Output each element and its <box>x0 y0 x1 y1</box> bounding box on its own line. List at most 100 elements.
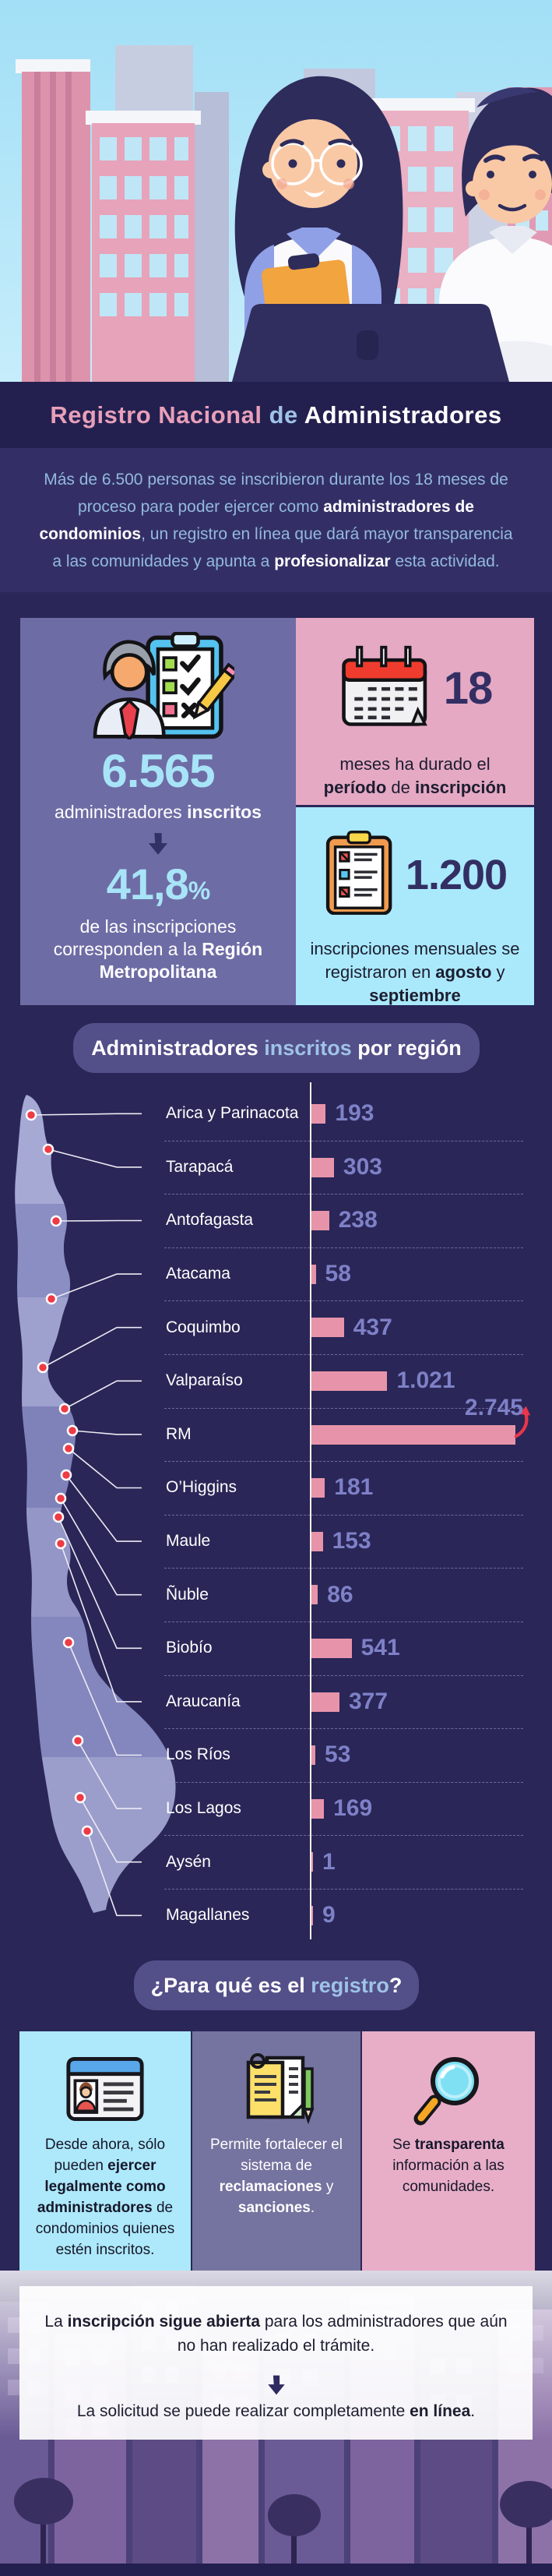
region-map-dot <box>52 1511 65 1523</box>
region-bar <box>311 1318 344 1338</box>
region-connector-line <box>68 1642 142 1756</box>
region-label: Los Ríos <box>166 1745 230 1764</box>
region-map-dot <box>62 1636 75 1649</box>
metropolitan-percent: 41,8% <box>106 859 210 909</box>
purpose-title: ¿Para qué es el registro? <box>150 1973 403 1997</box>
row-separator <box>164 1300 523 1302</box>
purpose-card-claims: Permite fortalecer el sistema de reclama… <box>192 2031 360 2271</box>
regions-bar-chart: Arica y Parinacota 193 Tarapacá 303 Antofaga… <box>0 1082 552 1946</box>
chile-map <box>15 1095 176 1917</box>
chart-row: Antofagasta 238 <box>0 1194 552 1247</box>
region-bar <box>311 1906 313 1925</box>
metropolitan-percent-label: de las inscripciones corresponden a la R… <box>53 916 263 982</box>
months-stat-card: 18 meses ha durado el período de inscrip… <box>296 618 534 805</box>
registered-label: administradores inscritos <box>54 802 262 822</box>
registered-count: 6.565 <box>101 745 215 797</box>
row-separator <box>164 1140 523 1142</box>
row-separator <box>164 1407 523 1409</box>
purpose-card-text: Desde ahora, sólo pueden ejercer legalme… <box>35 2137 175 2258</box>
region-map-dot <box>50 1215 62 1227</box>
row-separator <box>164 1781 523 1783</box>
chart-axis <box>310 1082 311 1939</box>
region-connector-line <box>60 1498 142 1596</box>
id-card-icon <box>19 2052 191 2126</box>
chart-title: Administradores inscritos por región <box>91 1036 462 1060</box>
region-bar <box>311 1531 323 1551</box>
region-bar <box>311 1745 316 1766</box>
calendar-icon <box>338 644 434 732</box>
region-connector-line <box>42 1326 142 1368</box>
region-value: 9 <box>322 1902 336 1928</box>
region-connector-line <box>86 1830 142 1917</box>
chart-row: Coquimbo 437 <box>0 1300 552 1354</box>
chart-row: Aysén 1 <box>0 1835 552 1889</box>
region-map-dot <box>81 1825 93 1837</box>
row-separator <box>164 1568 523 1569</box>
region-connector-line <box>65 1474 142 1542</box>
region-map-dot <box>54 1537 67 1550</box>
region-value: 53 <box>325 1741 351 1768</box>
region-value: 377 <box>348 1688 389 1714</box>
region-bar <box>311 1424 515 1445</box>
row-separator <box>164 1889 523 1890</box>
region-label: O’Higgins <box>166 1478 237 1497</box>
region-connector-line <box>51 1273 142 1300</box>
rm-highlight-arrow-icon <box>514 1406 531 1438</box>
region-map-dot <box>42 1143 54 1156</box>
region-label: Biobío <box>166 1639 213 1657</box>
chart-row: Biobío 541 <box>0 1621 552 1675</box>
row-separator <box>164 1247 523 1248</box>
chart-row: Arica y Parinacota 193 <box>0 1087 552 1141</box>
chart-row: Tarapacá 303 <box>0 1140 552 1194</box>
region-label: Araucanía <box>166 1692 241 1710</box>
region-bar <box>311 1585 318 1605</box>
region-label: Magallanes <box>166 1906 250 1925</box>
region-value: 153 <box>332 1528 371 1554</box>
purpose-card-transparency: Se transparenta información a las comuni… <box>362 2031 535 2271</box>
monthly-stat-card: 1.200 inscripciones mensuales se registr… <box>296 807 534 1005</box>
region-label: Antofagasta <box>166 1211 254 1230</box>
region-map-dot <box>37 1361 49 1374</box>
region-label: Valparaíso <box>166 1371 243 1390</box>
region-label: Coquimbo <box>166 1318 241 1336</box>
region-label: Atacama <box>166 1265 230 1283</box>
region-map-dot <box>66 1424 79 1437</box>
row-separator <box>164 1674 523 1676</box>
down-arrow-icon <box>148 833 168 855</box>
region-connector-line <box>30 1113 142 1116</box>
footer-notice: La inscripción sigue abierta para los ad… <box>19 2286 533 2440</box>
chart-row: RM 2.745 <box>0 1395 552 1462</box>
region-bar <box>311 1692 339 1712</box>
region-value: 2.745 <box>464 1394 523 1420</box>
region-label: Ñuble <box>166 1585 209 1604</box>
region-map-dot <box>60 1469 72 1481</box>
region-bar <box>311 1852 313 1872</box>
region-value: 238 <box>338 1207 378 1233</box>
chart-rows: Arica y Parinacota 193 Tarapacá 303 Antofaga… <box>0 1087 552 1946</box>
purpose-card-text: Permite fortalecer el sistema de reclama… <box>209 2137 343 2216</box>
row-separator <box>164 1621 523 1622</box>
region-map-dot <box>62 1442 75 1455</box>
purpose-card-legal: Desde ahora, sólo pueden ejercer legalme… <box>19 2031 191 2271</box>
region-map-dot <box>45 1293 58 1305</box>
purpose-title-pill: ¿Para qué es el registro? <box>134 1960 419 2010</box>
chart-row: Maule 153 <box>0 1514 552 1569</box>
region-value: 181 <box>334 1474 374 1501</box>
monthly-count: 1.200 <box>405 851 508 898</box>
chart-row: O’Higgins 181 <box>0 1461 552 1515</box>
region-connector-line <box>68 1448 142 1489</box>
chart-row: Los Lagos 169 <box>0 1781 552 1836</box>
region-connector-line <box>77 1740 142 1809</box>
region-connector-line <box>79 1797 142 1863</box>
region-value: 86 <box>327 1581 353 1607</box>
region-connector-line <box>72 1430 142 1435</box>
city-people-illustration <box>0 0 552 382</box>
purpose-card-text: Se transparenta información a las comuni… <box>392 2137 505 2195</box>
registered-stat-card: 6.565 administradores inscritos 41,8% de… <box>20 618 296 1005</box>
down-arrow-icon <box>267 2375 285 2395</box>
region-map-dot <box>58 1403 71 1415</box>
row-separator <box>164 1354 523 1355</box>
chart-row: Ñuble 86 <box>0 1568 552 1621</box>
notepad-icon <box>192 2052 360 2126</box>
chart-title-pill: Administradores inscritos por región <box>73 1023 480 1073</box>
